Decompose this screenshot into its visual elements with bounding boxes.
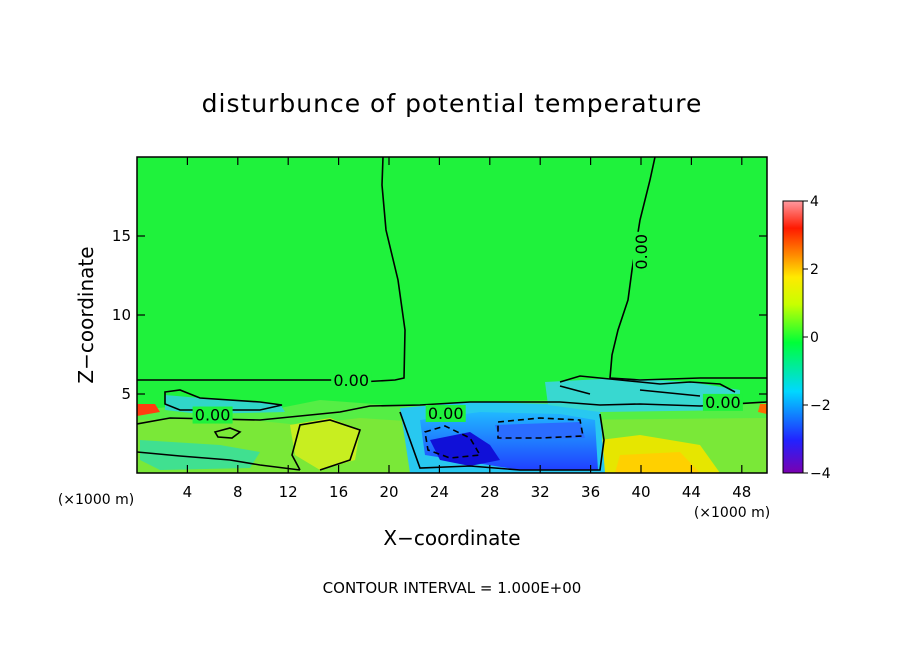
- y-tick-label: 15: [112, 227, 131, 245]
- x-tick-label: 44: [682, 483, 701, 501]
- x-tick-label: 8: [233, 483, 243, 501]
- contour-label: 0.00: [632, 234, 651, 270]
- x-tick-label: 4: [183, 483, 193, 501]
- contour-label-bg: [633, 231, 650, 272]
- colorbar-gradient: [782, 200, 804, 474]
- colorbar: −4 −2 0 2 4: [782, 194, 831, 482]
- contour-interval-text: CONTOUR INTERVAL = 1.000E+00: [323, 579, 582, 597]
- x-tick-label: 12: [279, 483, 298, 501]
- cold-pool-core-2: [495, 422, 585, 440]
- cool-patch-left-2: [140, 440, 260, 470]
- cool-region-right: [545, 378, 740, 412]
- plot-area: [137, 157, 767, 473]
- warm-patch-3: [615, 452, 700, 473]
- contour-label: 0.00: [333, 371, 369, 390]
- contour-zero-left-vertical: [137, 157, 406, 383]
- contour-label-bg: [192, 406, 233, 424]
- contour-label-bg: [425, 404, 466, 422]
- x-axis-label: X−coordinate: [383, 526, 520, 550]
- right-edge-warm: [758, 404, 767, 414]
- x-axis: 4 8 12 16 20 24 28 32 36 40 44 48: [183, 157, 751, 501]
- contour-label-bg: [702, 393, 743, 411]
- warm-patch-1: [290, 418, 360, 470]
- contour-zero-right-vertical: [609, 157, 767, 381]
- x-unit-label-left: (×1000 m): [58, 492, 134, 508]
- chart-title: disturbunce of potential temperature: [202, 89, 703, 118]
- left-edge-warm: [137, 404, 160, 416]
- x-unit-label-right: (×1000 m): [694, 505, 770, 521]
- x-tick-label: 16: [329, 483, 348, 501]
- contour-label-layer: 0.00 0.00 0.00 0.00 0.00: [192, 231, 743, 425]
- x-tick-label: 32: [531, 483, 550, 501]
- x-tick-label: 36: [581, 483, 600, 501]
- colorbar-tick-label: 0: [810, 330, 819, 346]
- contour-zero-cold-pool: [399, 411, 605, 471]
- contour-zero-bottom: [137, 419, 362, 471]
- colorbar-tick-label: −4: [810, 466, 831, 482]
- contour-label: 0.00: [195, 406, 231, 425]
- contour-label: 0.00: [428, 404, 464, 423]
- contour-label-bg: [331, 371, 372, 389]
- y-tick-label: 5: [121, 385, 131, 403]
- x-tick-label: 24: [430, 483, 449, 501]
- y-axis: 5 10 15: [112, 227, 767, 403]
- contour-zero-lower: [137, 401, 767, 425]
- contour-label: 0.00: [705, 393, 741, 412]
- x-tick-label: 20: [379, 483, 398, 501]
- x-tick-label: 48: [732, 483, 751, 501]
- x-tick-label: 28: [480, 483, 499, 501]
- x-tick-label: 40: [631, 483, 650, 501]
- contour-neg1-dashed: [424, 417, 584, 459]
- colorbar-tick-label: 2: [810, 262, 819, 278]
- colorbar-tick-label: −2: [810, 398, 831, 414]
- y-tick-label: 10: [112, 306, 131, 324]
- y-axis-label: Z−coordinate: [74, 246, 98, 383]
- contour-zero-upper-right: [559, 375, 736, 397]
- colorbar-ticks: −4 −2 0 2 4: [803, 194, 831, 482]
- contour-zero-small-loop: [213, 427, 242, 439]
- colorbar-tick-label: 4: [810, 194, 819, 210]
- contour-lines: [137, 157, 767, 471]
- contour-zero-left-layer: [164, 389, 283, 411]
